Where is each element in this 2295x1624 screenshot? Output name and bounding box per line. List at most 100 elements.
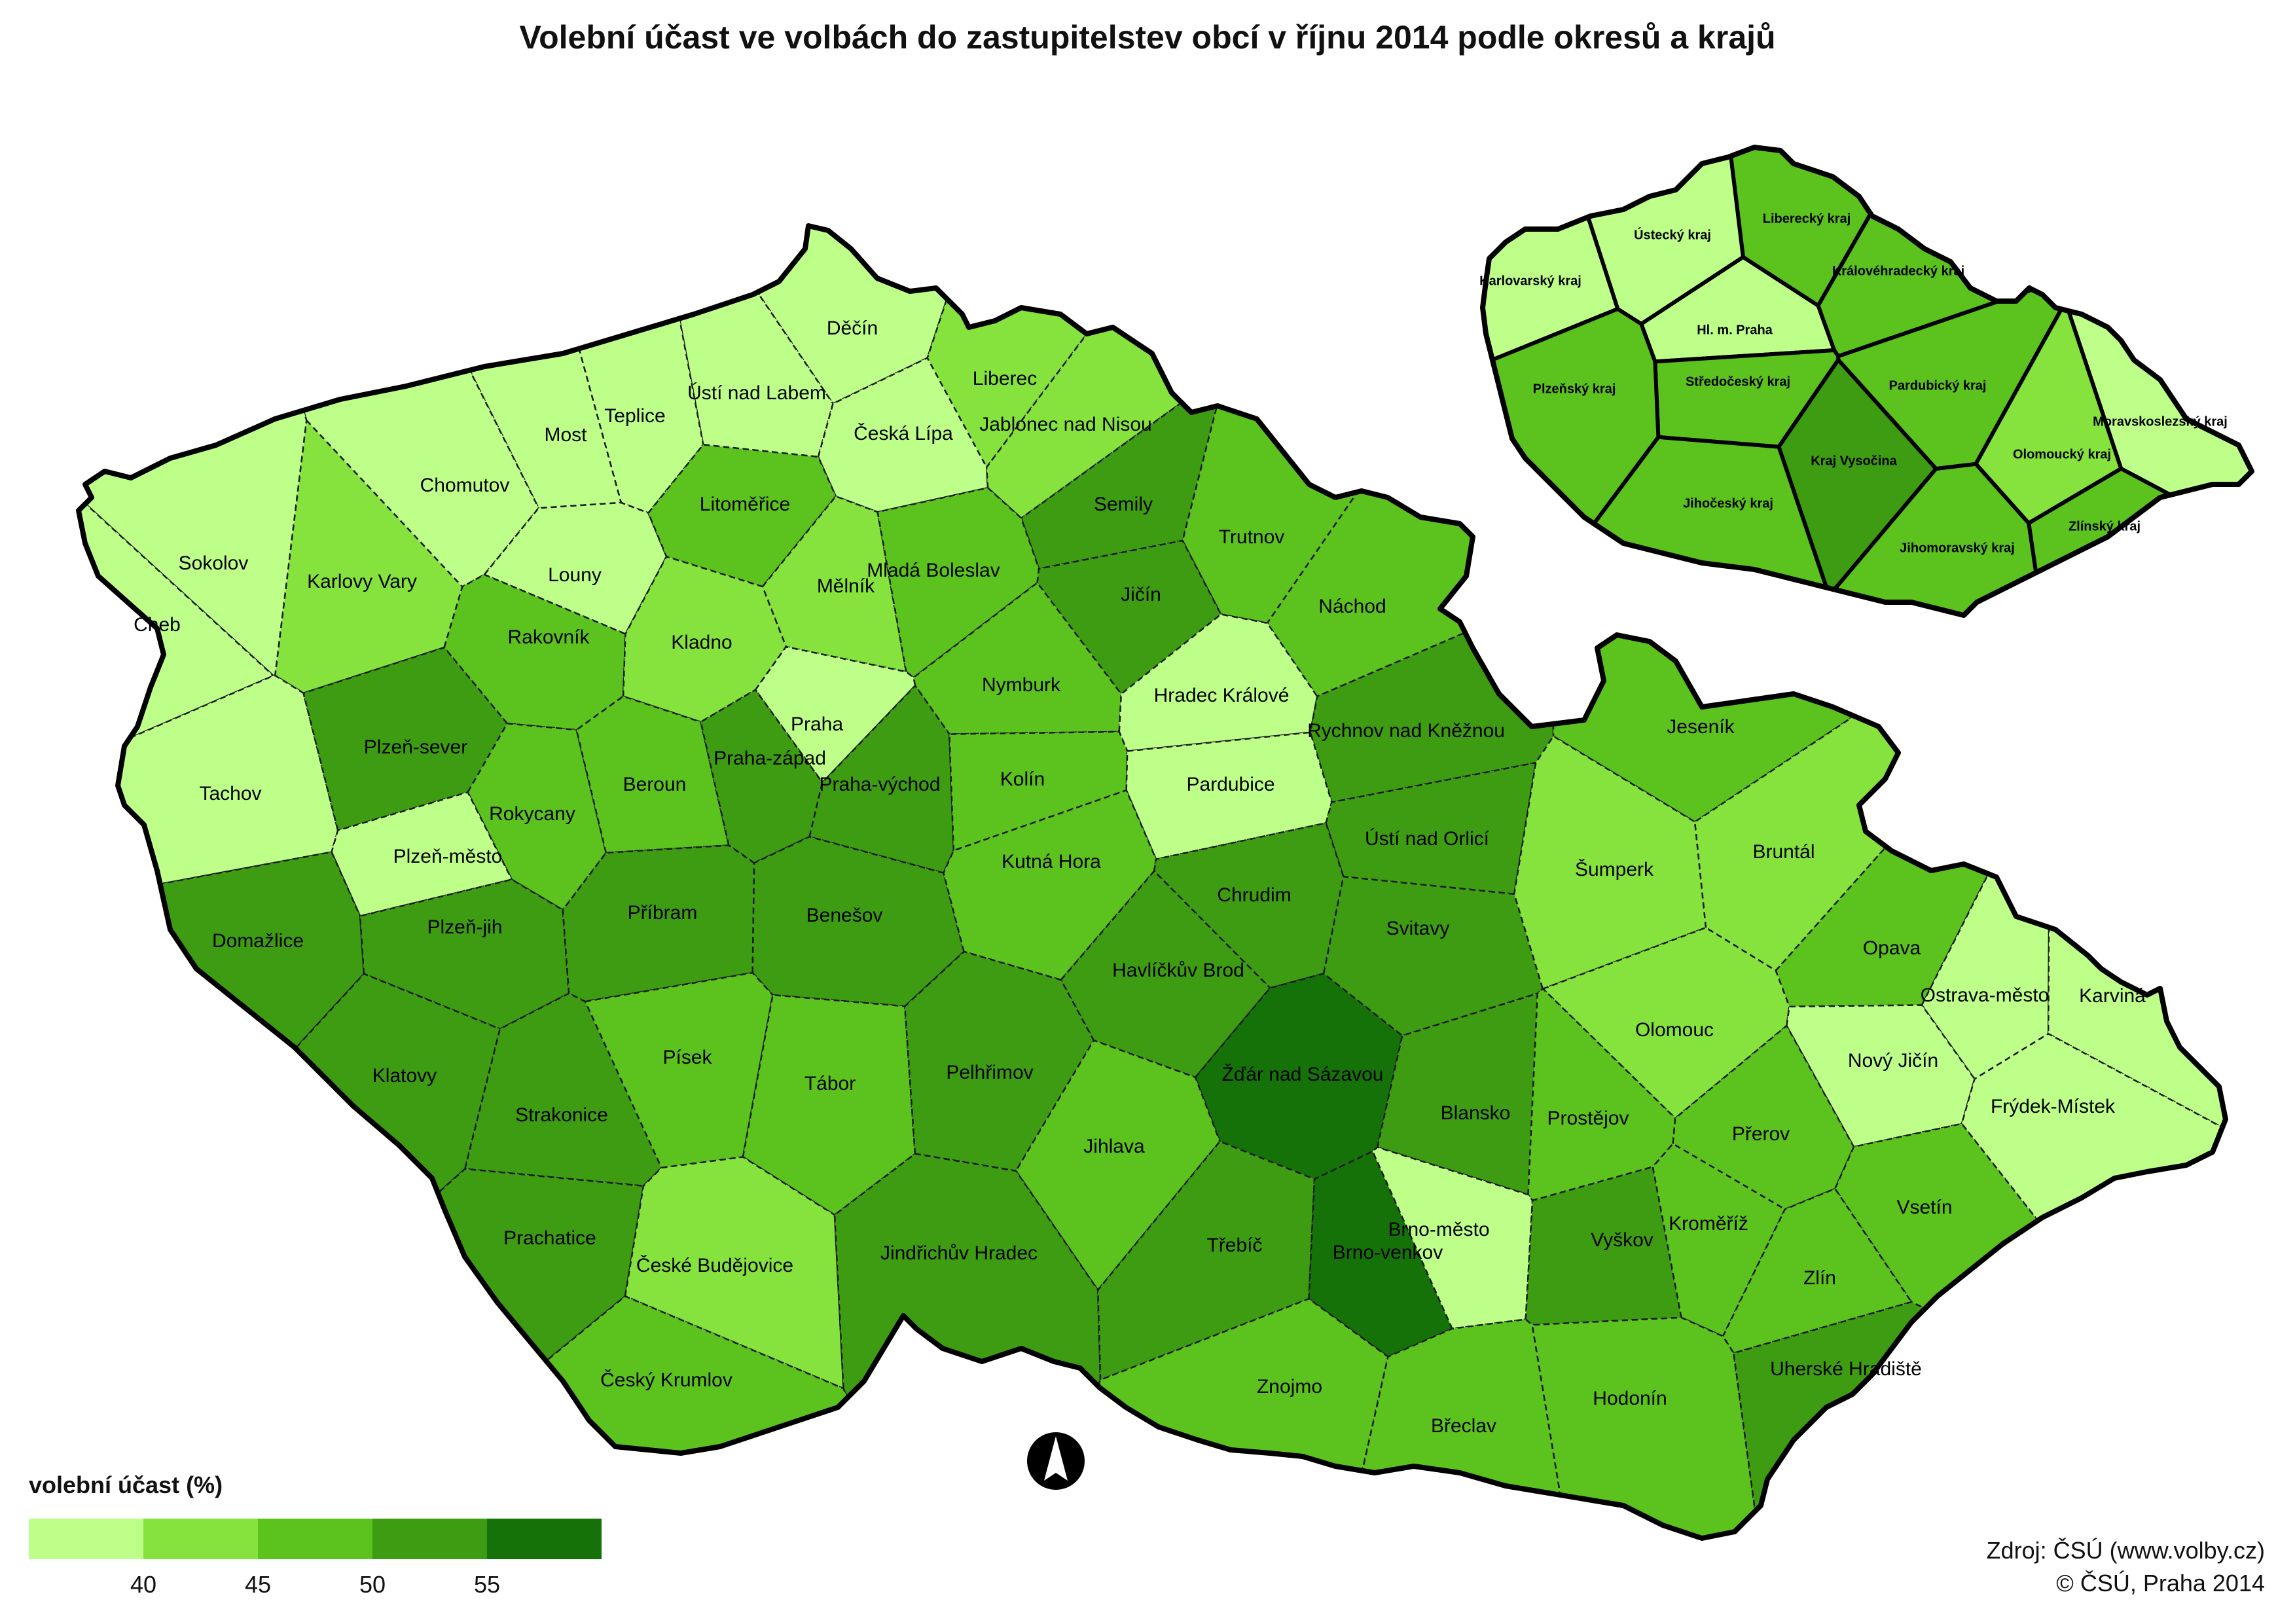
district-hodonin [1531, 1316, 1762, 1538]
district-label-praha-vychod: Praha-východ [819, 774, 940, 795]
district-label-kutna-hora: Kutná Hora [1002, 851, 1101, 873]
district-label-domazlice: Domažlice [212, 930, 304, 952]
map-title: Volební účast ve volbách do zastupitelst… [519, 19, 1776, 56]
legend-title: volební účast (%) [29, 1471, 223, 1498]
district-kladno [622, 556, 787, 723]
district-svitavy [1322, 875, 1544, 1037]
district-plzen-mesto [331, 791, 513, 917]
district-label-uherske-hradiste: Uherské Hradiště [1770, 1358, 1922, 1380]
district-label-znojmo: Znojmo [1257, 1376, 1322, 1398]
district-label-ostrava-mesto: Ostrava-město [1921, 984, 2050, 1006]
source-note: Zdroj: ČSÚ (www.volby.cz) [1986, 1537, 2265, 1564]
district-label-benesov: Benešov [806, 905, 883, 926]
district-label-strakonice: Strakonice [515, 1104, 608, 1126]
district-label-prerov: Přerov [1732, 1123, 1790, 1145]
district-label-hradec-kralove: Hradec Králové [1154, 685, 1290, 706]
region-label-karlovarsky-kraj: Karlovarský kraj [1479, 274, 1581, 288]
region-label-stredocesky-kraj: Středočeský kraj [1686, 374, 1790, 389]
district-vyskov [1525, 1166, 1682, 1326]
legend-tick-40: 40 [130, 1571, 157, 1598]
district-label-most: Most [544, 424, 587, 446]
district-label-trutnov: Trutnov [1219, 526, 1285, 548]
inset-country-outline [1480, 145, 2254, 618]
regions-inset-map: Ústecký kraj Liberecký kraj Karlovarský kr… [1479, 145, 2254, 618]
legend-swatch-0 [29, 1519, 143, 1559]
region-jihomoravsky-kraj [1820, 461, 2046, 615]
district-label-tabor: Tábor [804, 1073, 856, 1094]
district-label-nachod: Náchod [1318, 596, 1386, 617]
district-label-louny: Louny [548, 564, 602, 586]
district-label-pelhrimov: Pelhřimov [946, 1062, 1033, 1083]
district-label-frydek-mistek: Frýdek-Místek [1991, 1096, 2116, 1117]
legend-swatch-1 [143, 1519, 258, 1559]
district-label-jicin: Jičín [1121, 584, 1161, 605]
legend-swatch-3 [372, 1519, 487, 1559]
district-label-bruntal: Bruntál [1752, 841, 1815, 863]
region-label-kralovehradecky-kraj: Královéhradecký kraj [1832, 264, 1964, 278]
district-kromeriz [1652, 1143, 1786, 1337]
copyright-note: © ČSÚ, Praha 2014 [2056, 1570, 2265, 1597]
district-label-kromeriz: Kroměříž [1669, 1213, 1748, 1235]
district-label-brno-mesto: Brno-město [1388, 1219, 1489, 1240]
region-label-jihocesky-kraj: Jihočeský kraj [1683, 496, 1773, 511]
region-label-olomoucky-kraj: Olomoucký kraj [2013, 447, 2111, 461]
district-label-praha: Praha [791, 713, 843, 735]
district-label-usti-nad-labem: Ústí nad Labem [687, 382, 826, 404]
district-label-olomouc: Olomouc [1635, 1019, 1714, 1041]
region-label-liberecky-kraj: Liberecký kraj [1763, 211, 1851, 226]
district-label-rychnov-nad-kneznou: Rychnov nad Kněžnou [1307, 720, 1505, 742]
district-label-klatovy: Klatovy [372, 1065, 437, 1087]
region-label-plzensky-kraj: Plzeňský kraj [1533, 382, 1616, 396]
district-label-rokycany: Rokycany [489, 803, 575, 825]
district-strakonice [464, 992, 662, 1187]
district-label-kladno: Kladno [671, 632, 732, 653]
north-arrow-icon [1027, 1432, 1085, 1490]
district-label-plzen-jih: Plzeň-jih [427, 916, 502, 938]
region-label-kraj-vysocina: Kraj Vysočina [1811, 454, 1897, 468]
district-label-praha-zapad: Praha-západ [714, 748, 826, 769]
region-label-pardubicky-kraj: Pardubický kraj [1889, 378, 1987, 393]
district-label-ceska-lipa: Česká Lípa [854, 422, 953, 444]
district-label-teplice: Teplice [604, 405, 665, 427]
district-label-vsetin: Vsetín [1896, 1197, 1952, 1218]
district-label-nymburk: Nymburk [982, 674, 1061, 696]
region-label-moravskoslezsky-kraj: Moravskoslezský kraj [2093, 414, 2228, 429]
district-label-jihlava: Jihlava [1083, 1136, 1145, 1157]
district-label-pribram: Příbram [628, 902, 698, 924]
district-label-sumperk: Šumperk [1575, 858, 1654, 880]
district-label-novy-jicin: Nový Jičín [1848, 1050, 1938, 1072]
legend-swatch-4 [487, 1519, 602, 1559]
district-label-trebic: Třebíč [1206, 1235, 1262, 1256]
district-label-kolin: Kolín [1000, 768, 1045, 790]
district-rakovnik [443, 573, 626, 731]
district-label-zlin: Zlín [1803, 1267, 1836, 1289]
district-label-rakovnik: Rakovník [507, 626, 590, 648]
district-label-beroun: Beroun [623, 774, 687, 795]
district-label-hodonin: Hodonín [1593, 1388, 1667, 1409]
country-outline [76, 223, 2228, 1541]
district-label-blansko: Blansko [1441, 1102, 1511, 1124]
district-plzen-sever [302, 646, 509, 831]
district-label-karlovy-vary: Karlovy Vary [307, 571, 417, 592]
district-label-svitavy: Svitavy [1386, 918, 1450, 939]
region-label-hl-m-praha: Hl. m. Praha [1697, 323, 1773, 337]
district-label-melnik: Mělník [817, 575, 875, 597]
district-label-chomutov: Chomutov [420, 475, 510, 496]
district-label-jindrichuv-hradec: Jindřichův Hradec [880, 1242, 1038, 1264]
legend-swatch-2 [258, 1519, 372, 1559]
district-label-havlickuv-brod: Havlíčkův Brod [1112, 960, 1244, 981]
district-label-cesky-krumlov: Český Krumlov [600, 1369, 732, 1391]
district-label-sokolov: Sokolov [179, 552, 249, 574]
legend-color-scale [29, 1519, 602, 1559]
legend-tick-45: 45 [244, 1571, 272, 1598]
district-label-cheb: Cheb [134, 614, 181, 636]
district-label-vyskov: Vyškov [1591, 1229, 1653, 1251]
district-label-karvina: Karviná [2079, 985, 2146, 1007]
district-label-pardubice: Pardubice [1186, 774, 1274, 795]
district-label-zdar-nad-sazavou: Žďár nad Sázavou [1222, 1064, 1384, 1085]
region-label-ustecky-kraj: Ústecký kraj [1634, 226, 1711, 242]
district-label-opava: Opava [1863, 937, 1921, 959]
district-pisek [584, 971, 774, 1169]
district-label-semily: Semily [1094, 494, 1153, 515]
